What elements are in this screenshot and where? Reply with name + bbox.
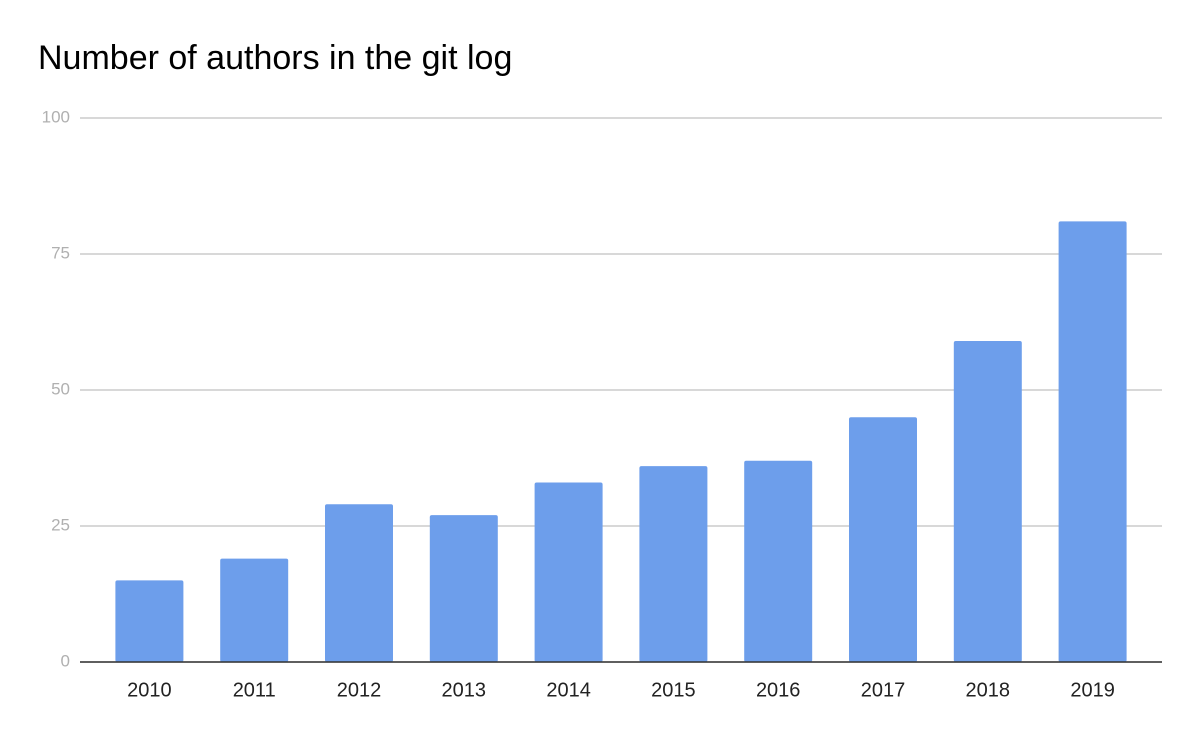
x-tick-label: 2019 bbox=[1070, 679, 1115, 701]
bar bbox=[953, 341, 1022, 662]
bar bbox=[325, 504, 393, 662]
x-tick-label: 2012 bbox=[337, 679, 382, 701]
bar bbox=[639, 466, 708, 662]
x-tick-label: 2011 bbox=[233, 679, 276, 701]
x-tick-label: 2015 bbox=[651, 679, 696, 701]
x-tick-label: 2016 bbox=[756, 679, 801, 701]
x-tick-label: 2010 bbox=[127, 679, 172, 701]
bar bbox=[1058, 221, 1127, 663]
y-tick-label: 0 bbox=[61, 651, 70, 670]
y-tick-label: 100 bbox=[42, 107, 70, 126]
x-tick-label: 2018 bbox=[966, 679, 1011, 701]
bar bbox=[115, 580, 184, 662]
bar bbox=[744, 460, 813, 662]
chart-title: Number of authors in the git log bbox=[38, 39, 512, 77]
x-tick-label: 2014 bbox=[546, 679, 591, 701]
y-tick-label: 25 bbox=[51, 515, 70, 534]
bar bbox=[849, 417, 917, 662]
y-tick-label: 50 bbox=[51, 379, 70, 398]
x-tick-label: 2017 bbox=[861, 679, 906, 701]
x-tick-label: 2013 bbox=[442, 679, 487, 701]
bar bbox=[429, 515, 498, 662]
y-tick-label: 75 bbox=[51, 243, 70, 262]
bar bbox=[220, 558, 289, 662]
bar bbox=[534, 482, 603, 662]
